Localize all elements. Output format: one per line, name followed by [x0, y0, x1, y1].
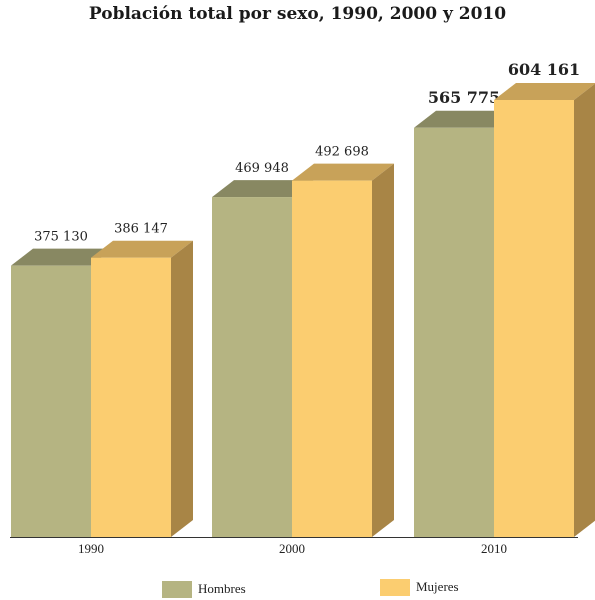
- bar-side-mujeres-1990: [171, 240, 193, 537]
- bar-chart: 375 130 386 147 1990 469 948 492 698 2000 565 …: [10, 60, 595, 556]
- legend-item-hombres: Hombres: [162, 579, 246, 599]
- data-label-hombres-2010: 565 775: [428, 88, 500, 107]
- bar-mujeres-2000: [292, 180, 372, 537]
- legend-label-hombres: Hombres: [198, 581, 246, 596]
- legend-item-mujeres: Mujeres: [380, 577, 459, 597]
- legend-swatch-hombres: [162, 580, 192, 598]
- x-tick-label-2010: 2010: [481, 541, 507, 556]
- bar-mujeres-1990: [91, 257, 171, 537]
- bar-top-mujeres-2000: [292, 163, 394, 181]
- bar-top-mujeres-1990: [91, 240, 193, 258]
- chart-title: Población total por sexo, 1990, 2000 y 2…: [88, 4, 507, 24]
- bar-side-mujeres-2010: [574, 83, 595, 537]
- bar-top-hombres-2000: [212, 180, 314, 198]
- legend-label-mujeres: Mujeres: [416, 579, 459, 594]
- data-label-hombres-2000: 469 948: [235, 161, 289, 176]
- bar-hombres-2000: [212, 197, 292, 538]
- x-tick-label-1990: 1990: [78, 541, 104, 556]
- bar-side-mujeres-2000: [372, 163, 394, 537]
- bar-top-hombres-2010: [414, 110, 516, 128]
- bar-hombres-2010: [414, 127, 494, 537]
- legend-swatch-mujeres: [380, 578, 410, 596]
- bar-top-hombres-1990: [11, 248, 113, 266]
- bar-top-mujeres-2010: [494, 83, 595, 100]
- data-label-mujeres-1990: 386 147: [114, 222, 168, 237]
- data-label-mujeres-2010: 604 161: [508, 60, 580, 79]
- bar-hombres-1990: [11, 265, 91, 537]
- bar-mujeres-2010: [494, 100, 574, 537]
- data-label-mujeres-2000: 492 698: [315, 145, 369, 160]
- data-label-hombres-1990: 375 130: [34, 230, 88, 245]
- x-tick-label-2000: 2000: [279, 541, 305, 556]
